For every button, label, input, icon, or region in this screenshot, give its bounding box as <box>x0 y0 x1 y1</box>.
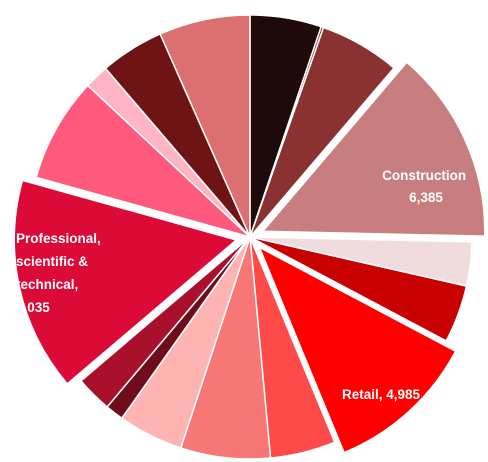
label-professional-line1: Professional, <box>16 231 101 246</box>
pie-slice-2 <box>249 26 395 238</box>
label-construction-value: 6,385 <box>409 190 443 205</box>
pie-slice-16 <box>159 14 251 238</box>
pie-slice-13 <box>35 84 251 238</box>
label-professional-line2: scientific & <box>16 254 88 269</box>
label-professional-line4: 7,035 <box>16 300 50 315</box>
label-construction-name: Construction <box>382 168 466 183</box>
pie-slice-professional-scientific-technical <box>13 179 238 385</box>
label-retail-text: Retail, 4,985 <box>342 387 421 402</box>
label-professional-line3: technical, <box>16 277 78 292</box>
pie-slice-5 <box>249 236 468 342</box>
label-professional: Professional, scientific & technical, 7,… <box>16 231 105 315</box>
pie-slice-11 <box>80 236 251 408</box>
label-construction: Construction 6,385 <box>382 168 470 205</box>
pie-slice-retail <box>258 246 457 454</box>
pie-slice-construction <box>262 61 486 237</box>
pie-slices <box>13 14 486 460</box>
label-retail: Retail, 4,985 <box>342 387 421 402</box>
